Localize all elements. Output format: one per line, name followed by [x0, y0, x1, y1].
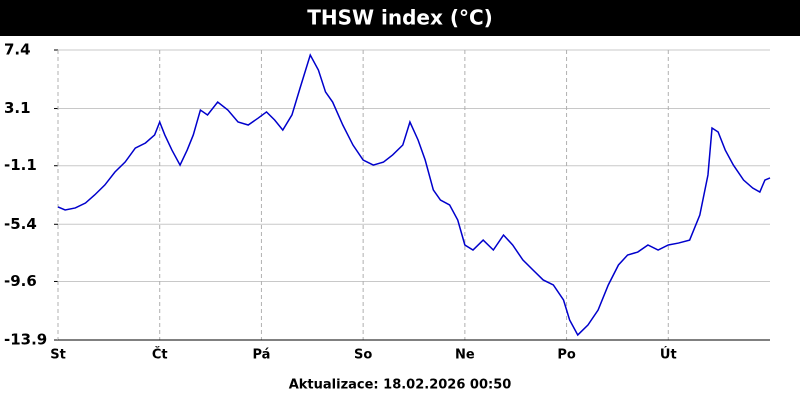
x-tick-label: So	[354, 348, 372, 363]
x-tick-label: Ne	[455, 348, 475, 363]
x-tick-label: Čt	[152, 347, 168, 363]
y-tick-label: -9.6	[4, 272, 37, 290]
y-tick-label: -1.1	[4, 156, 37, 174]
x-tick-label: St	[50, 348, 66, 363]
y-tick-label: -13.9	[4, 331, 47, 349]
y-tick-label: 3.1	[4, 99, 31, 117]
x-tick-label: Po	[557, 348, 576, 363]
y-tick-label: 7.4	[4, 41, 31, 59]
x-tick-label: Út	[660, 347, 677, 363]
y-tick-label: -5.4	[4, 215, 37, 233]
header-bar	[0, 0, 800, 36]
data-line	[57, 53, 771, 337]
x-tick-label: Pá	[252, 348, 270, 363]
footer: Aktualizace: 18.02.2026 00:50	[289, 378, 512, 393]
chart-title: THSW index (°C)	[307, 6, 493, 30]
